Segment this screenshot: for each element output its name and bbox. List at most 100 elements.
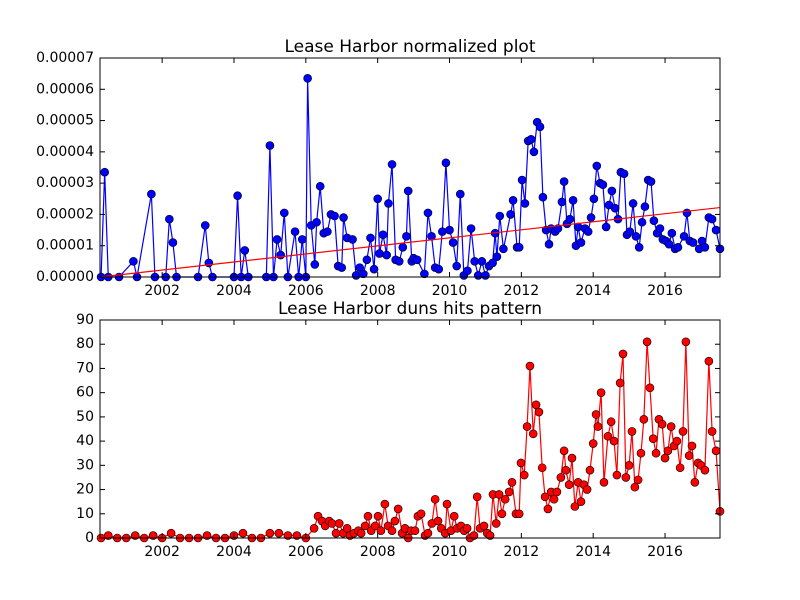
data-point	[700, 465, 710, 475]
data-point	[387, 160, 397, 169]
y-tick-label: 20	[76, 482, 94, 498]
data-point	[366, 233, 375, 243]
data-point	[621, 473, 631, 482]
data-point	[488, 258, 497, 268]
data-point	[380, 499, 390, 509]
data-point	[387, 526, 397, 536]
data-point	[516, 458, 526, 468]
x-tick-label: 2014	[575, 283, 611, 299]
data-point	[631, 232, 641, 241]
data-point	[596, 388, 606, 397]
data-point	[412, 255, 422, 265]
chart-title: Lease Harbor duns hits pattern	[278, 299, 542, 319]
data-point	[673, 242, 683, 252]
data-point	[410, 526, 420, 536]
data-point	[612, 470, 622, 480]
data-point	[360, 521, 370, 531]
data-point	[633, 475, 643, 485]
data-point	[601, 222, 611, 232]
data-point	[472, 492, 482, 502]
data-point	[559, 446, 569, 456]
data-point	[356, 528, 366, 538]
y-tick-label: 0	[85, 530, 94, 546]
data-point	[398, 242, 408, 252]
data-point	[303, 74, 312, 83]
data-point	[607, 186, 617, 196]
data-point	[565, 214, 575, 224]
y-tick-label: 40	[76, 433, 94, 449]
data-point	[529, 147, 539, 157]
data-point	[233, 191, 242, 200]
data-point	[276, 250, 285, 260]
data-point	[466, 224, 476, 233]
data-point	[430, 494, 440, 504]
y-tick-label: 50	[76, 409, 94, 425]
data-point	[610, 203, 620, 213]
data-point	[598, 180, 608, 190]
data-point	[508, 196, 518, 205]
data-point	[552, 487, 562, 497]
data-point	[567, 453, 577, 463]
data-point	[630, 482, 640, 492]
data-point	[442, 499, 452, 509]
y-tick-label: 0.00003	[36, 175, 94, 191]
data-point	[433, 516, 443, 526]
data-point	[491, 519, 501, 528]
data-point	[664, 239, 674, 249]
data-point	[570, 502, 580, 511]
data-point	[279, 208, 289, 218]
data-point	[657, 419, 667, 429]
data-point	[375, 249, 384, 258]
data-point	[660, 453, 670, 463]
data-point	[327, 519, 337, 528]
data-point	[274, 528, 284, 538]
data-point	[463, 266, 472, 276]
x-tick-label: 2002	[144, 544, 180, 560]
data-point	[394, 257, 404, 266]
data-point	[452, 261, 461, 271]
data-point	[649, 216, 659, 225]
data-point	[688, 238, 698, 247]
data-point	[679, 232, 689, 241]
data-point	[585, 465, 595, 475]
data-point	[499, 244, 508, 254]
data-point	[362, 255, 372, 265]
data-point	[369, 264, 379, 274]
data-point	[648, 434, 658, 443]
plot-area	[96, 337, 725, 543]
data-point	[330, 211, 339, 221]
data-point	[390, 516, 400, 526]
x-tick-label: 2016	[647, 544, 683, 560]
data-point	[445, 225, 454, 235]
data-point	[651, 448, 661, 458]
data-point	[265, 141, 275, 150]
y-tick-label: 0.00001	[36, 238, 94, 254]
data-point	[603, 431, 613, 441]
data-point	[238, 528, 248, 538]
x-tick-label: 2004	[216, 283, 252, 299]
data-point	[655, 224, 665, 233]
data-point	[663, 446, 673, 456]
data-point	[455, 189, 465, 199]
y-tick-label: 80	[76, 336, 94, 352]
data-point	[592, 161, 602, 171]
data-point	[462, 524, 472, 533]
plot-area	[96, 74, 725, 282]
data-point	[448, 238, 458, 247]
data-point	[556, 473, 566, 482]
data-point	[591, 410, 601, 419]
data-point	[514, 242, 524, 252]
chart-title: Lease Harbor normalized plot	[285, 37, 536, 57]
y-tick-label: 70	[76, 360, 94, 376]
data-point	[609, 436, 619, 446]
data-point	[599, 477, 609, 487]
data-point	[593, 422, 603, 431]
data-point	[309, 524, 319, 533]
x-tick-label: 2008	[360, 544, 396, 560]
data-point	[265, 528, 275, 538]
data-point	[646, 177, 656, 186]
data-point	[500, 494, 510, 504]
data-point	[672, 436, 682, 446]
data-point	[423, 528, 433, 538]
y-tick-label: 0.00005	[36, 113, 94, 129]
